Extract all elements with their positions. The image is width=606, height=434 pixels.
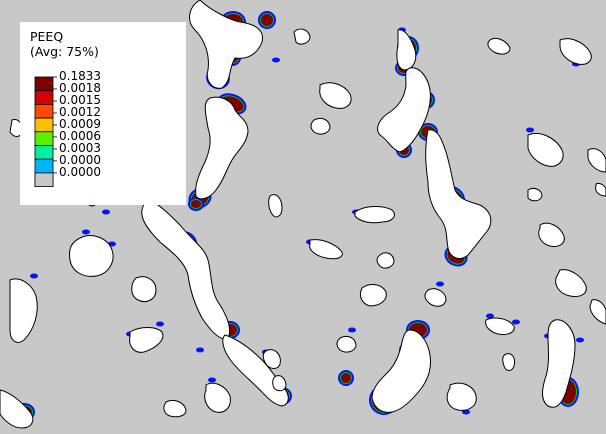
legend-swatch (34, 104, 54, 119)
pore (527, 187, 543, 202)
pore (527, 133, 564, 167)
pore (377, 67, 431, 153)
pore (268, 194, 283, 218)
pore (446, 382, 477, 411)
legend-swatch (34, 90, 54, 105)
pore (336, 335, 357, 353)
legend-tick-label: 0.0000 (59, 153, 101, 167)
legend-subtitle: (Avg: 75%) (30, 44, 99, 59)
pore (424, 288, 447, 307)
legend-tick-label: 0.0006 (59, 129, 101, 143)
contour-legend: PEEQ (Avg: 75%) 0.1833 0.0018 0.0015 0.0012… (20, 22, 186, 205)
pore (502, 353, 515, 371)
pore (309, 239, 343, 260)
pore (141, 199, 231, 340)
strain-speck (208, 377, 216, 383)
legend-swatch (34, 145, 54, 160)
pore (559, 38, 592, 65)
pore (262, 349, 281, 369)
strain-core (191, 200, 201, 208)
pore (129, 327, 164, 353)
pore (376, 252, 395, 269)
pore (595, 183, 606, 197)
legend-swatch (34, 158, 54, 174)
pore (69, 235, 114, 277)
pore (371, 329, 431, 413)
pore (587, 148, 606, 173)
strain-speck (30, 273, 38, 279)
pore (485, 317, 515, 335)
strain-speck (102, 209, 110, 215)
pore (204, 382, 231, 413)
strain-speck (526, 127, 534, 133)
pore (555, 269, 587, 297)
pore (163, 399, 187, 418)
strain-speck (156, 321, 164, 327)
legend-tick-label: 0.0012 (59, 105, 101, 119)
legend-swatch (34, 172, 54, 187)
strain-speck (272, 57, 280, 63)
pore (310, 117, 331, 135)
legend-tick-label: 0.0009 (59, 117, 101, 131)
legend-colorbar: 0.18330.00180.00150.00120.00090.00060.00… (34, 69, 101, 187)
strain-speck (82, 229, 90, 235)
legend-tick-label: 0.0018 (59, 81, 101, 95)
pore (359, 284, 387, 307)
strain-speck (196, 347, 204, 353)
legend-title: PEEQ (30, 29, 64, 44)
pore (189, 0, 264, 89)
pore (0, 389, 34, 429)
strain-core (261, 14, 273, 26)
legend-tick-label: 0.0003 (59, 141, 101, 155)
pore (319, 82, 352, 109)
strain-speck (486, 313, 494, 319)
strain-speck (512, 319, 520, 325)
legend-swatch (34, 117, 54, 133)
pore (272, 375, 287, 392)
pore (396, 29, 417, 71)
pore (293, 28, 311, 45)
pore (589, 299, 606, 325)
pore (538, 222, 565, 247)
legend-tick-label: 0.0000 (59, 165, 101, 179)
pore (195, 96, 249, 200)
legend-swatch (34, 76, 54, 92)
legend-swatch (34, 131, 54, 146)
pore (542, 319, 576, 408)
strain-speck (576, 337, 584, 343)
strain-core (341, 373, 351, 383)
pore (222, 334, 289, 407)
legend-tick-label: 0.1833 (59, 69, 101, 83)
legend-tick-label: 0.0015 (59, 93, 101, 107)
pore (354, 206, 395, 224)
pore (131, 276, 157, 303)
strain-speck (348, 327, 356, 333)
strain-speck (436, 281, 444, 287)
pore (9, 278, 38, 343)
pore (487, 37, 511, 55)
pore (425, 129, 492, 259)
